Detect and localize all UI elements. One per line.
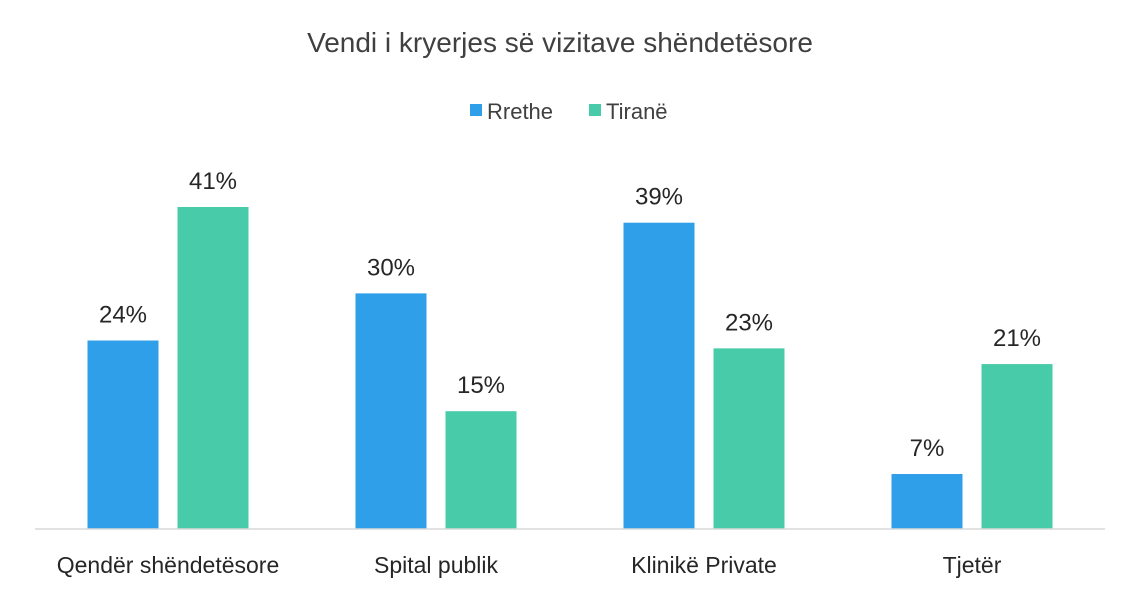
bar-tiranë-0: [177, 207, 249, 529]
category-label: Klinikë Private: [631, 552, 777, 578]
legend: Rrethe Tiranë: [470, 99, 668, 124]
data-label: 24%: [99, 302, 147, 329]
category-labels: Qendër shëndetësore Spital publik Klinikë …: [57, 552, 1002, 578]
data-label: 23%: [725, 309, 773, 336]
chart-title: Vendi i kryerjes së vizitave shëndetësor…: [307, 27, 813, 58]
legend-label-rrethe: Rrethe: [487, 99, 553, 124]
data-label: 7%: [910, 435, 945, 462]
bar-rrethe-0: [87, 340, 159, 529]
legend-swatch-rrethe: [470, 104, 482, 116]
category-label: Qendër shëndetësore: [57, 552, 280, 578]
data-labels: 24% 30% 39% 7% 41% 15% 23% 21%: [99, 168, 1041, 462]
bar-tiranë-3: [981, 364, 1053, 529]
bar-tiranë-2: [713, 348, 785, 529]
bar-rrethe-3: [891, 474, 963, 529]
bar-tiranë-1: [445, 411, 517, 529]
data-label: 30%: [367, 254, 415, 281]
data-label: 41%: [189, 168, 237, 195]
data-label: 21%: [993, 325, 1041, 352]
bar-rrethe-1: [355, 293, 427, 529]
data-label: 39%: [635, 184, 683, 211]
legend-label-tiranë: Tiranë: [606, 99, 668, 124]
category-label: Spital publik: [374, 552, 499, 578]
data-label: 15%: [457, 372, 505, 399]
category-label: Tjetër: [943, 552, 1002, 578]
bar-rrethe-2: [623, 222, 695, 529]
bars: [87, 207, 1053, 529]
legend-swatch-tiranë: [589, 104, 601, 116]
